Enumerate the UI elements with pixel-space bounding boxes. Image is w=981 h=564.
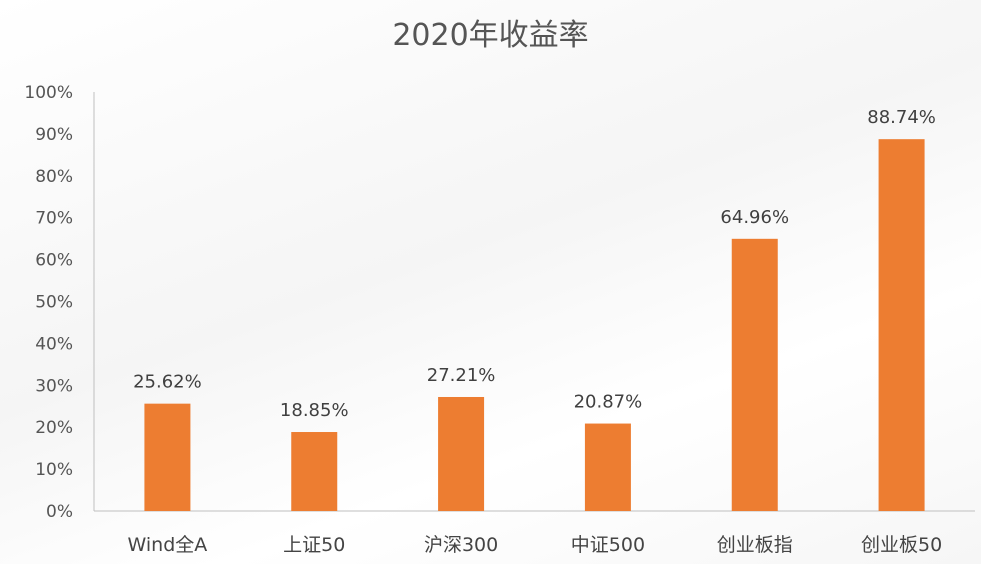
bar xyxy=(584,423,631,511)
data-label: 18.85% xyxy=(280,400,349,421)
bar xyxy=(291,432,338,511)
x-tick-label: 创业板指 xyxy=(717,534,793,556)
labels-layer: 25.62% Wind全A 18.85% 上证50 27.21% 沪深300 20.87% 中… xyxy=(128,107,943,556)
y-tick-label: 40% xyxy=(35,334,73,354)
y-tick-label: 100% xyxy=(24,83,73,103)
y-tick-label: 60% xyxy=(35,251,73,271)
bar xyxy=(438,396,485,511)
y-tick-label: 70% xyxy=(35,209,73,229)
data-label: 25.62% xyxy=(133,372,202,393)
data-label: 88.74% xyxy=(867,107,936,128)
axes-layer: 0% 10% 20% 30% 40% 50% 60% 70% 80% 90% 100% xyxy=(24,83,975,522)
data-label: 64.96% xyxy=(720,207,789,228)
x-tick-label: 上证50 xyxy=(283,534,345,556)
y-tick-label: 30% xyxy=(35,376,73,396)
y-tick-label: 90% xyxy=(35,125,73,145)
data-label: 20.87% xyxy=(574,392,643,413)
y-tick-label: 80% xyxy=(35,167,73,187)
data-label: 27.21% xyxy=(427,365,496,386)
x-tick-label: Wind全A xyxy=(128,534,208,556)
y-tick-label: 50% xyxy=(35,293,73,313)
x-tick-label: 中证500 xyxy=(571,534,645,556)
bar xyxy=(731,238,778,511)
y-tick-label: 20% xyxy=(35,418,73,438)
bar xyxy=(144,403,191,511)
y-tick-label: 10% xyxy=(35,460,73,480)
bars-layer xyxy=(144,139,925,512)
x-tick-label: 沪深300 xyxy=(424,534,498,556)
y-tick-label: 0% xyxy=(46,502,73,522)
bar xyxy=(878,139,925,512)
chart-title: 2020年收益率 xyxy=(392,18,589,53)
x-tick-label: 创业板50 xyxy=(861,534,942,556)
